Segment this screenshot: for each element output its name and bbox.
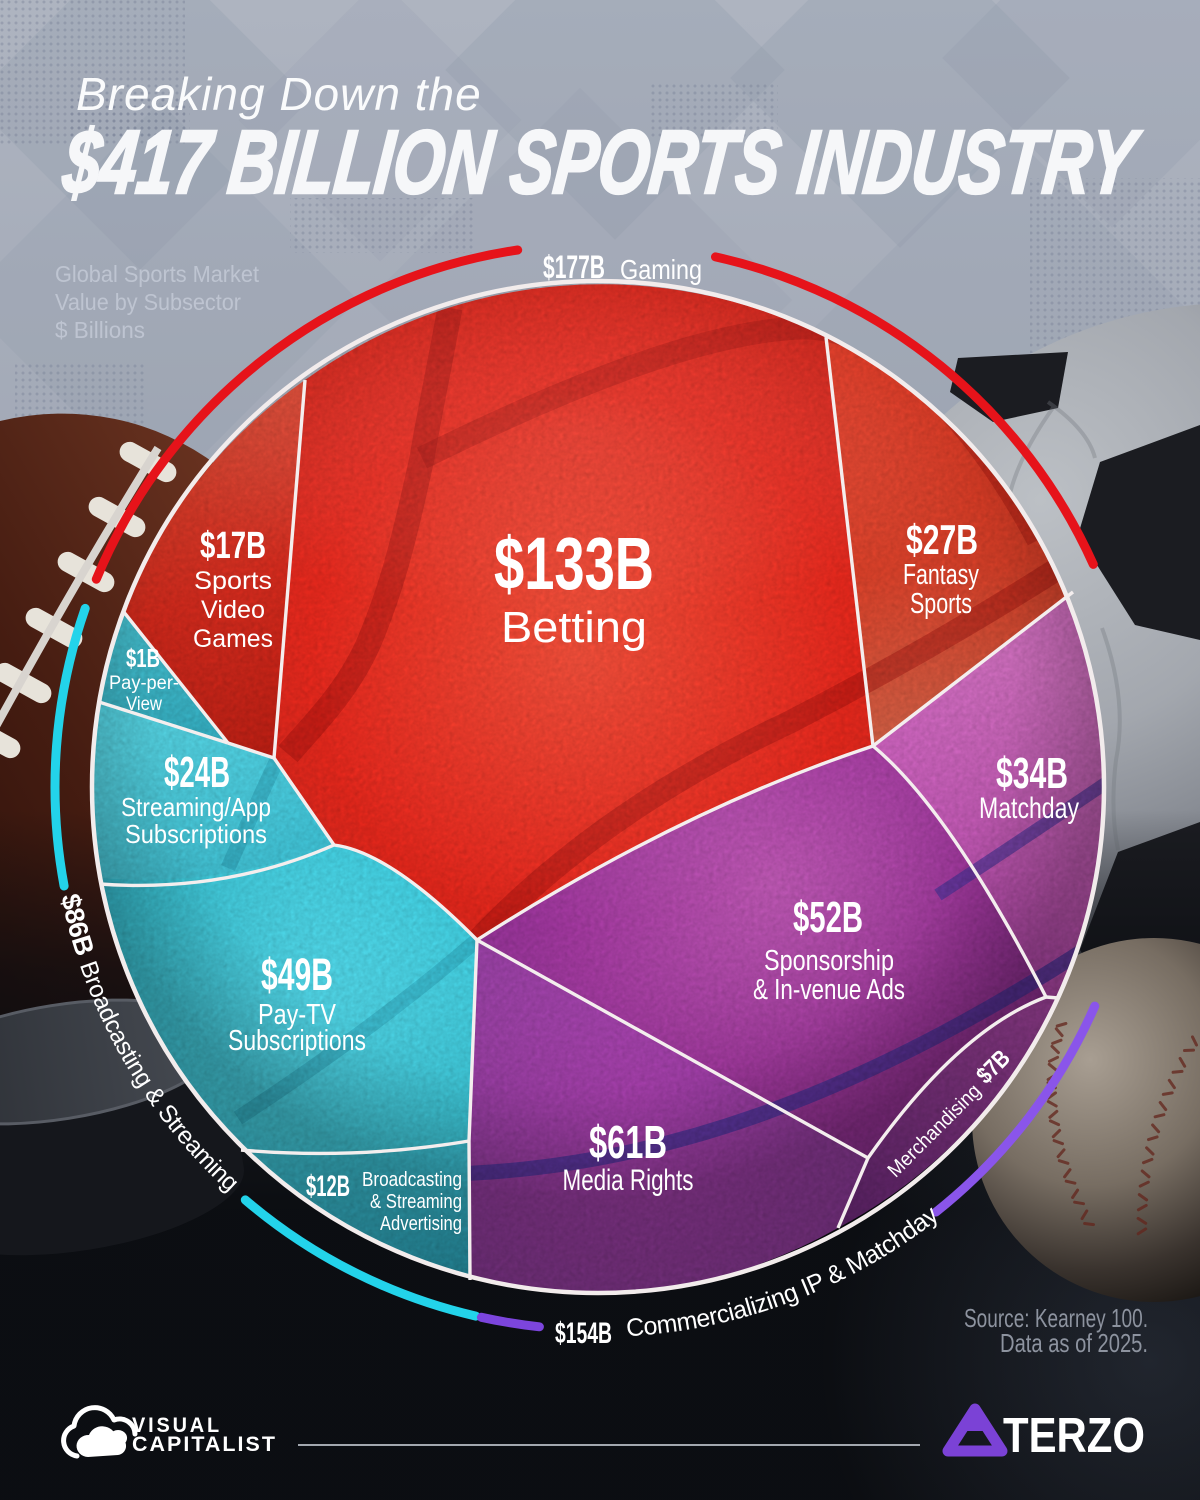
- svg-text:$17B: $17B: [200, 525, 266, 567]
- svg-text:Fantasy: Fantasy: [903, 559, 979, 591]
- svg-text:Value by Subsector: Value by Subsector: [55, 289, 241, 315]
- svg-text:Global Sports Market: Global Sports Market: [55, 261, 260, 287]
- svg-text:Matchday: Matchday: [979, 792, 1079, 825]
- svg-text:View: View: [126, 694, 162, 715]
- svg-text:VISUAL: VISUAL: [132, 1414, 222, 1437]
- svg-text:Broadcasting: Broadcasting: [362, 1169, 462, 1191]
- svg-text:$49B: $49B: [261, 949, 333, 1000]
- svg-text:Data as of 2025.: Data as of 2025.: [1000, 1328, 1148, 1358]
- svg-text:Subscriptions: Subscriptions: [228, 1025, 366, 1057]
- svg-text:$52B: $52B: [793, 893, 863, 942]
- svg-text:Games: Games: [193, 625, 273, 653]
- svg-text:$61B: $61B: [589, 1116, 667, 1168]
- svg-text:& Streaming: & Streaming: [370, 1191, 462, 1213]
- svg-text:Media Rights: Media Rights: [563, 1164, 694, 1197]
- svg-text:Advertising: Advertising: [380, 1213, 462, 1235]
- svg-text:$27B: $27B: [906, 516, 978, 563]
- svg-text:Sports: Sports: [910, 588, 972, 620]
- svg-text:$24B: $24B: [164, 748, 230, 797]
- svg-text:Pay-TV: Pay-TV: [258, 999, 337, 1031]
- svg-text:Betting: Betting: [501, 603, 647, 652]
- svg-text:Breaking Down the: Breaking Down the: [76, 68, 482, 120]
- svg-text:CAPITALIST: CAPITALIST: [132, 1433, 277, 1456]
- svg-text:& In-venue Ads: & In-venue Ads: [753, 974, 905, 1006]
- svg-text:Pay-per-: Pay-per-: [109, 673, 179, 694]
- svg-text:Streaming/App: Streaming/App: [121, 792, 271, 822]
- svg-text:$177B: $177B: [543, 249, 605, 285]
- svg-text:Video: Video: [201, 596, 265, 624]
- svg-text:TERZO: TERZO: [1003, 1409, 1145, 1463]
- svg-text:$34B: $34B: [996, 749, 1068, 798]
- svg-text:$417 BILLION SPORTS INDUSTRY: $417 BILLION SPORTS INDUSTRY: [58, 112, 1144, 213]
- svg-text:Source: Kearney 100.: Source: Kearney 100.: [964, 1303, 1148, 1333]
- svg-text:$154B: $154B: [555, 1317, 612, 1350]
- svg-text:$1B: $1B: [126, 643, 160, 673]
- svg-text:Sports: Sports: [194, 567, 272, 595]
- svg-text:Sponsorship: Sponsorship: [764, 945, 894, 977]
- svg-text:Subscriptions: Subscriptions: [125, 819, 267, 849]
- svg-text:$133B: $133B: [494, 522, 654, 605]
- svg-text:$ Billions: $ Billions: [55, 317, 145, 343]
- svg-text:$12B: $12B: [306, 1170, 350, 1203]
- svg-text:Gaming: Gaming: [620, 254, 702, 285]
